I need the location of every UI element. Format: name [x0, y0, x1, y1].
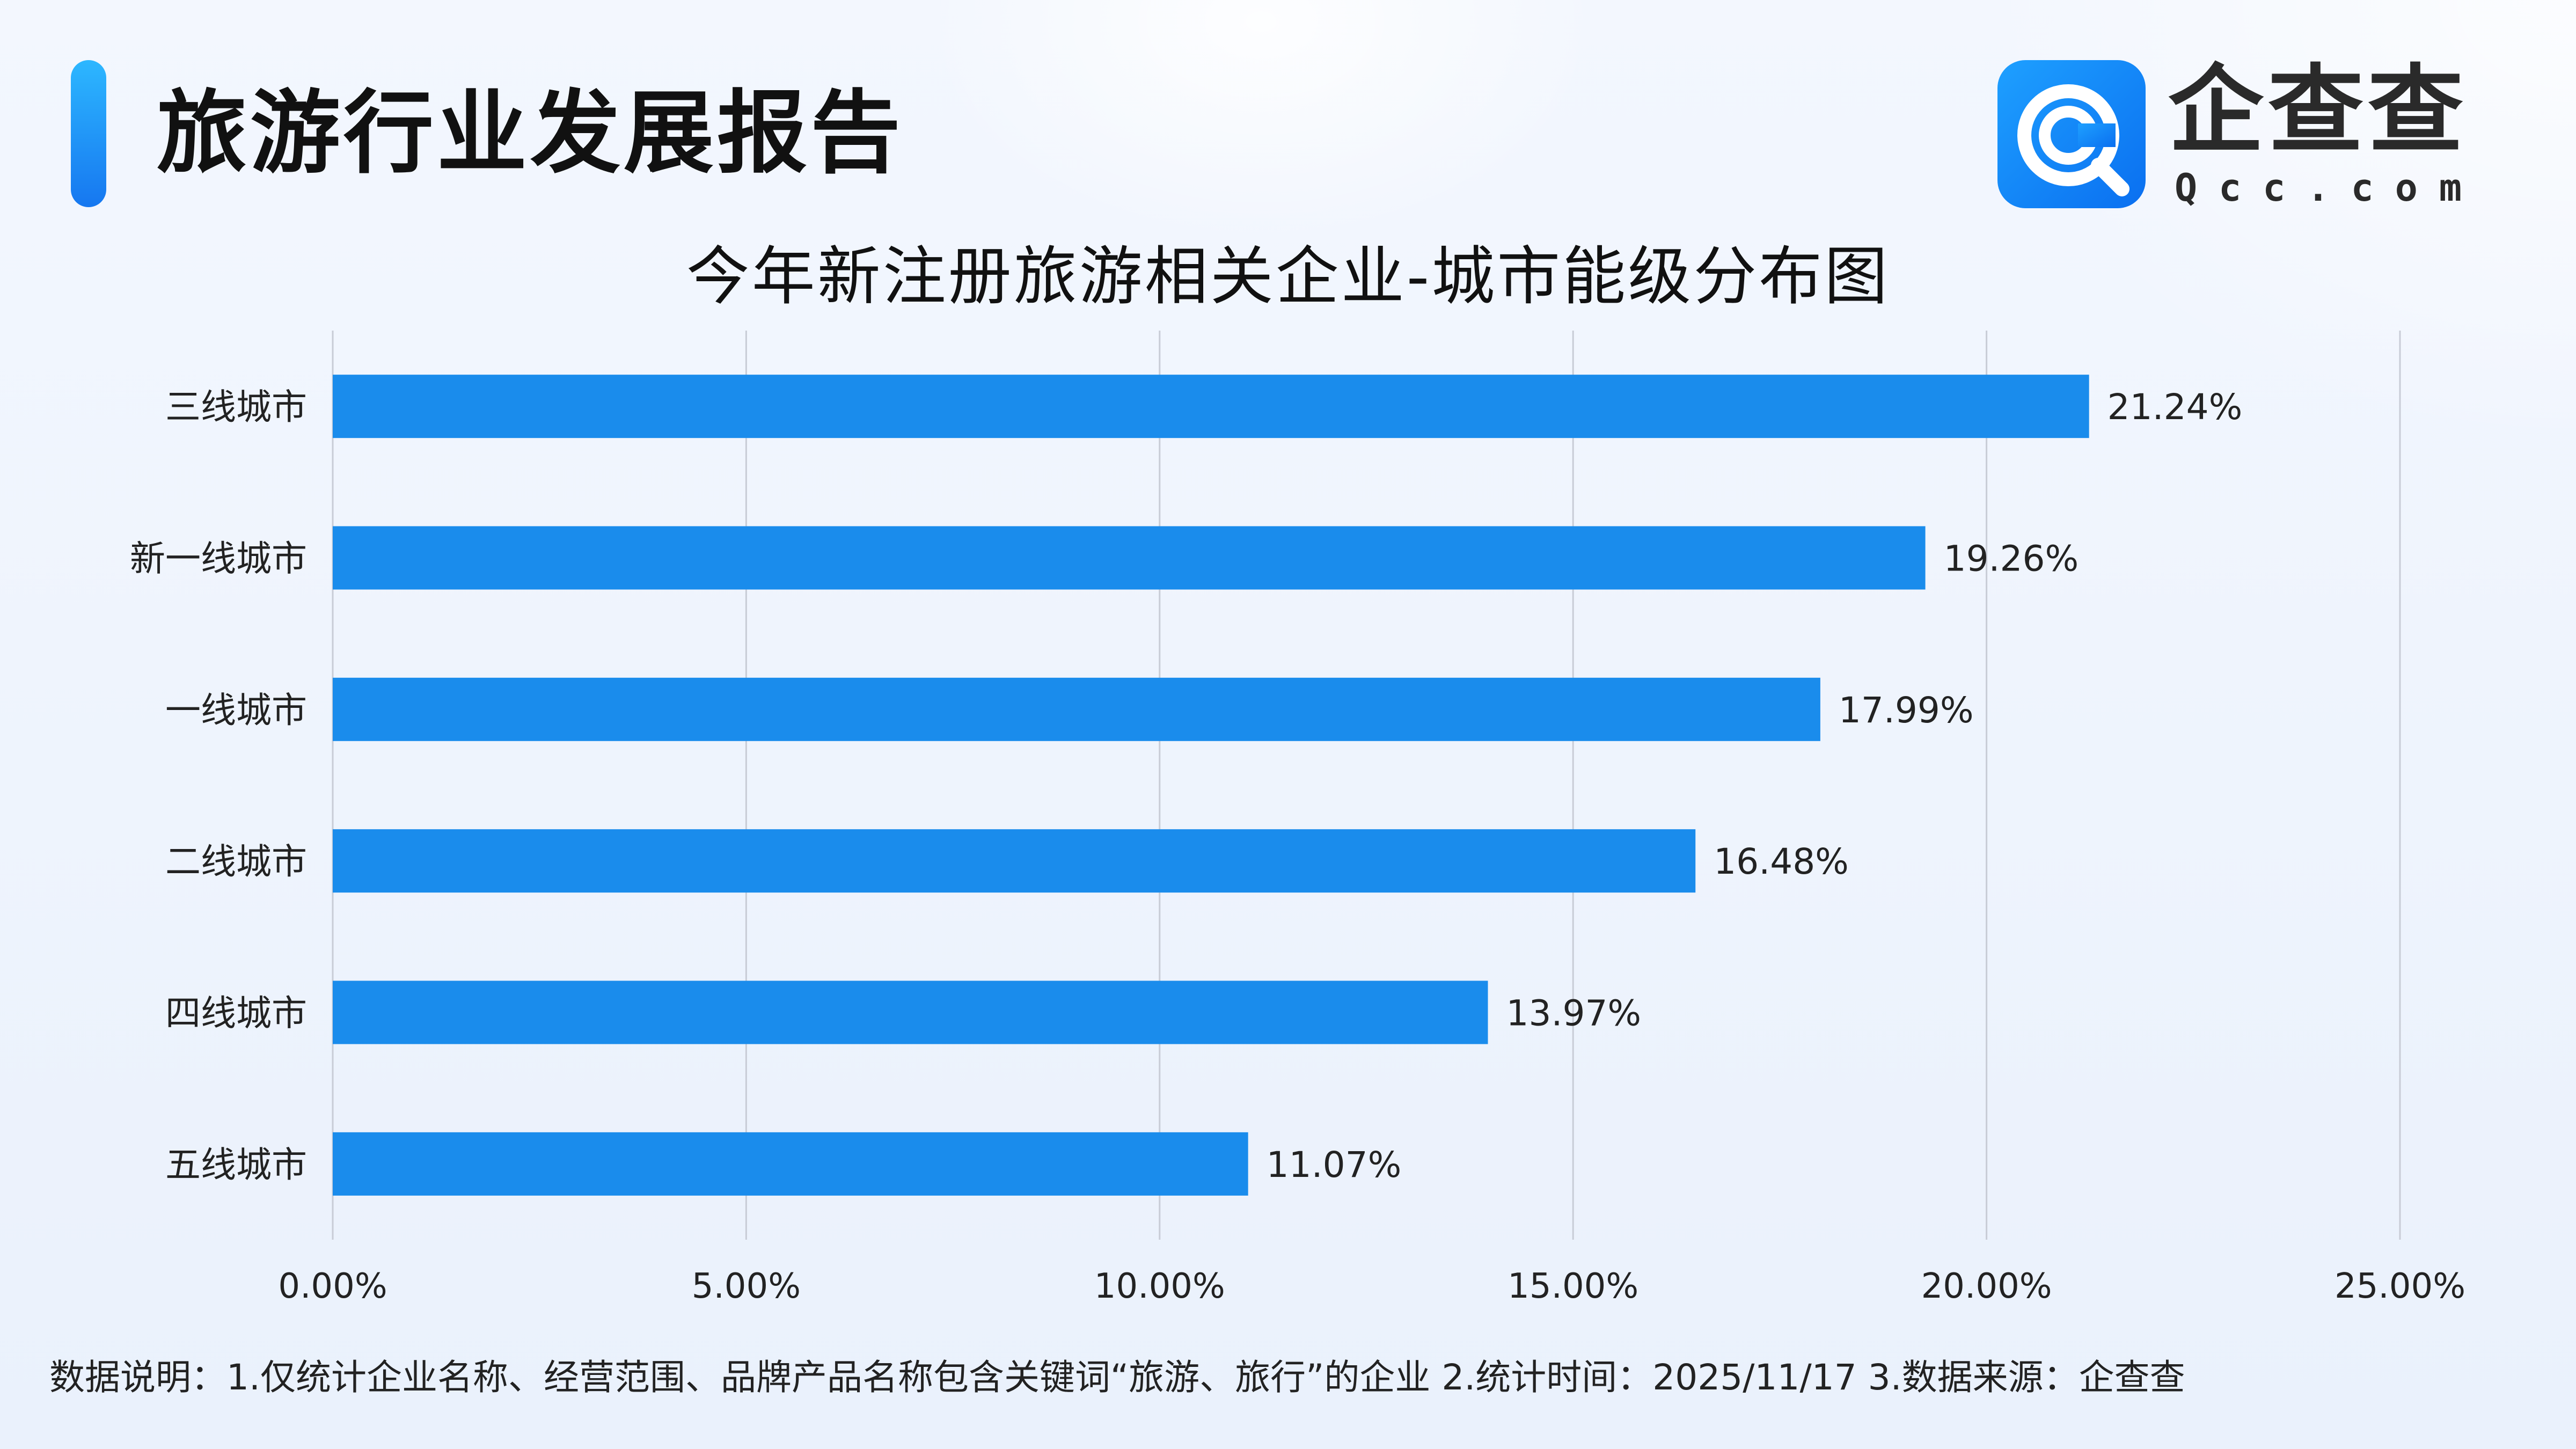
- value-label: 19.26%: [1944, 538, 2079, 580]
- x-tick-label: 10.00%: [1094, 1267, 1225, 1306]
- x-tick-label: 25.00%: [2334, 1267, 2465, 1306]
- category-label: 新一线城市: [130, 538, 307, 580]
- x-tick-label: 0.00%: [278, 1267, 387, 1306]
- category-label: 四线城市: [165, 993, 307, 1034]
- logo-wordmark-en: Qcc.com: [2175, 166, 2484, 210]
- chart-title: 今年新注册旅游相关企业-城市能级分布图: [686, 239, 1890, 313]
- bar: [333, 1132, 1248, 1196]
- x-tick-label: 20.00%: [1921, 1267, 2052, 1306]
- qcc-logo: 企查查 Qcc.com: [1997, 55, 2470, 210]
- logo-wordmark-cn: 企查查: [2168, 55, 2468, 166]
- category-label: 五线城市: [165, 1144, 307, 1185]
- x-tick-label: 15.00%: [1507, 1267, 1638, 1306]
- category-label: 二线城市: [165, 841, 307, 882]
- value-label: 13.97%: [1506, 993, 1641, 1034]
- bar: [333, 829, 1696, 893]
- bar: [333, 526, 1926, 590]
- bar: [333, 375, 2089, 438]
- category-label: 一线城市: [165, 690, 307, 731]
- value-label: 17.99%: [1839, 690, 1974, 731]
- footnote: 数据说明：1.仅统计企业名称、经营范围、品牌产品名称包含关键词“旅游、旅行”的企…: [49, 1357, 2185, 1398]
- page-title: 旅游行业发展报告: [157, 80, 904, 186]
- x-tick-label: 5.00%: [692, 1267, 801, 1306]
- bar: [333, 980, 1488, 1044]
- header-accent-bar: [71, 60, 106, 207]
- value-label: 16.48%: [1714, 841, 1849, 882]
- bar: [333, 677, 1820, 741]
- category-label: 三线城市: [165, 386, 307, 428]
- value-label: 21.24%: [2107, 386, 2243, 428]
- value-label: 11.07%: [1267, 1144, 1402, 1185]
- qcc-logo-icon: [1997, 60, 2146, 208]
